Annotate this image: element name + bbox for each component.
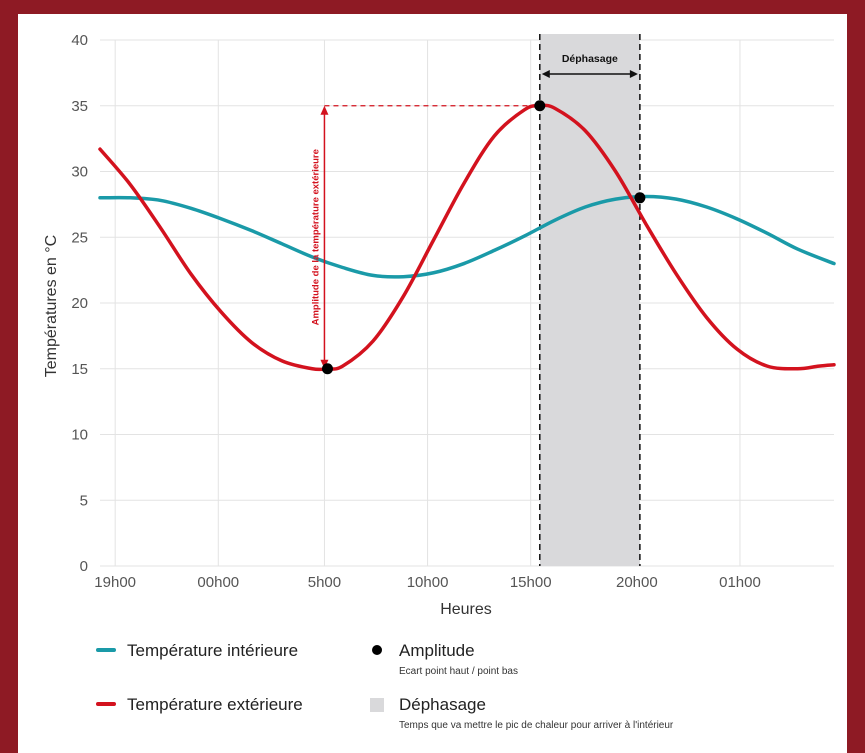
amplitude-label: Amplitude de la température extérieure <box>310 149 321 325</box>
legend-swatch-interieure <box>96 648 116 652</box>
legend-swatch-dephasage <box>370 698 384 712</box>
legend-swatch-exterieure <box>96 702 116 706</box>
phase-shift-band <box>539 34 640 566</box>
x-tick-label: 00h00 <box>197 574 239 591</box>
y-tick-label: 25 <box>71 229 88 246</box>
tick-labels: 0 5 10 15 20 25 30 35 40 19h00 00h00 5h00 10h00 15h00… <box>71 32 761 591</box>
phase-arrow-right-icon <box>629 70 638 78</box>
grid <box>100 39 834 567</box>
legend-label-interieure: Température intérieure <box>127 641 298 660</box>
y-tick-label: 40 <box>71 32 88 49</box>
amplitude-point <box>634 192 646 204</box>
series-lines <box>98 103 836 372</box>
x-tick-label: 5h00 <box>308 574 341 591</box>
legend-label-exterieure: Température extérieure <box>127 695 303 714</box>
amplitude-point <box>534 100 546 112</box>
y-axis-title: Températures en °C <box>43 235 60 377</box>
legend-label-dephasage: Déphasage <box>399 695 486 714</box>
x-tick-label: 10h00 <box>407 574 449 591</box>
legend-sub-dephasage: Temps que va mettre le pic de chaleur po… <box>399 720 674 731</box>
legend-label-amplitude: Amplitude <box>399 641 475 660</box>
y-tick-label: 35 <box>71 98 88 115</box>
phase-arrow-left-icon <box>541 70 550 78</box>
chart-frame <box>18 14 847 753</box>
legend: Température intérieure Température extér… <box>96 641 674 731</box>
y-tick-label: 0 <box>80 558 88 575</box>
y-tick-label: 30 <box>71 164 88 181</box>
x-axis-title: Heures <box>440 601 492 618</box>
y-tick-label: 5 <box>80 492 88 509</box>
amplitude-point <box>321 363 333 375</box>
markers <box>321 100 646 375</box>
legend-amplitude-dot-icon <box>372 645 382 655</box>
amplitude-arrow-up-icon <box>320 105 329 115</box>
x-tick-label: 19h00 <box>94 574 136 591</box>
series-line-exterieure <box>98 103 836 372</box>
y-tick-label: 20 <box>71 295 88 312</box>
phase-shift-area: Déphasage <box>539 34 641 566</box>
y-tick-label: 15 <box>71 361 88 378</box>
y-tick-label: 10 <box>71 427 88 444</box>
x-tick-label: 15h00 <box>510 574 552 591</box>
legend-sub-amplitude: Ecart point haut / point bas <box>399 666 518 677</box>
x-tick-label: 01h00 <box>719 574 761 591</box>
series-line-interieure <box>98 194 836 279</box>
x-tick-label: 20h00 <box>616 574 658 591</box>
phase-shift-label: Déphasage <box>562 53 618 65</box>
